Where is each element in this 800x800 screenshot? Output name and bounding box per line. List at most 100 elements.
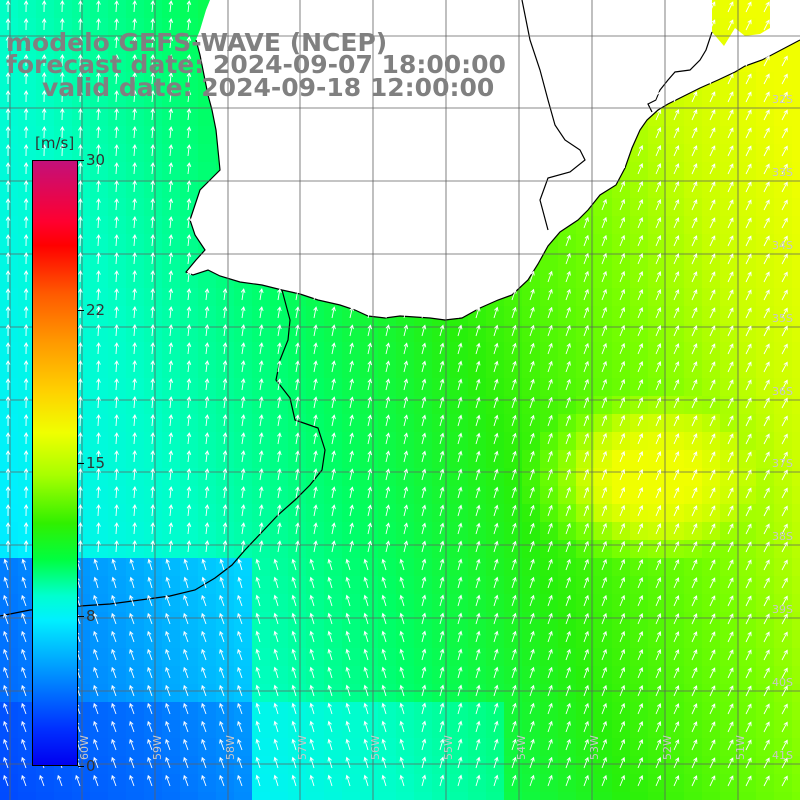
field-cell bbox=[108, 126, 127, 145]
wind-arrow bbox=[745, 541, 752, 553]
wind-arrow bbox=[727, 127, 734, 139]
field-cell bbox=[180, 504, 199, 523]
wind-arrow bbox=[421, 360, 427, 373]
wind-arrow bbox=[421, 414, 427, 427]
wind-arrow bbox=[727, 631, 734, 643]
field-cell bbox=[792, 216, 800, 235]
field-cell bbox=[180, 288, 199, 307]
wind-arrow bbox=[222, 504, 228, 517]
field-cell bbox=[108, 576, 127, 595]
field-cell bbox=[792, 396, 800, 415]
wind-arrow bbox=[309, 630, 315, 643]
wind-arrow bbox=[457, 738, 463, 751]
wind-arrow bbox=[204, 486, 210, 499]
field-cell bbox=[180, 378, 199, 397]
field-cell bbox=[324, 468, 343, 487]
wind-arrow bbox=[727, 73, 734, 85]
wind-arrow bbox=[21, 594, 27, 607]
field-cell bbox=[360, 342, 379, 361]
field-cell bbox=[306, 630, 325, 649]
wind-arrow bbox=[363, 774, 369, 787]
field-cell bbox=[162, 162, 181, 181]
field-cell bbox=[108, 0, 127, 19]
wind-arrow bbox=[165, 684, 171, 697]
wind-arrow bbox=[511, 612, 517, 625]
wind-arrow bbox=[493, 468, 499, 481]
field-cell bbox=[108, 252, 127, 271]
latitude-label: 41S bbox=[772, 749, 793, 762]
wind-arrow bbox=[421, 774, 427, 787]
field-cell bbox=[90, 180, 109, 199]
field-cell bbox=[288, 666, 307, 685]
field-cell bbox=[144, 180, 163, 199]
field-cell bbox=[108, 162, 127, 181]
wind-arrow bbox=[745, 505, 752, 517]
wind-arrow bbox=[313, 486, 318, 499]
wind-arrow bbox=[745, 397, 752, 409]
wind-arrow bbox=[309, 558, 315, 571]
wind-arrow bbox=[132, 396, 137, 409]
wind-arrow bbox=[129, 558, 135, 571]
field-cell bbox=[90, 306, 109, 325]
longitude-label: 52W bbox=[661, 735, 674, 760]
wind-arrow bbox=[385, 540, 391, 553]
wind-arrow bbox=[727, 577, 734, 589]
wind-arrow bbox=[601, 432, 607, 445]
field-cell bbox=[324, 774, 343, 793]
wind-arrow bbox=[511, 414, 517, 427]
wind-arrow bbox=[727, 343, 734, 355]
wind-arrow bbox=[493, 522, 499, 535]
field-cell bbox=[216, 486, 235, 505]
wind-arrow bbox=[421, 486, 427, 499]
wind-arrow bbox=[363, 738, 369, 751]
wind-arrow bbox=[511, 342, 517, 355]
field-cell bbox=[360, 522, 379, 541]
wind-arrow bbox=[132, 486, 137, 499]
wind-arrow bbox=[96, 18, 101, 31]
wind-arrow bbox=[421, 396, 427, 409]
field-cell bbox=[378, 342, 397, 361]
wind-arrow bbox=[385, 342, 391, 355]
wind-arrow bbox=[493, 684, 499, 697]
wind-arrow bbox=[23, 144, 29, 157]
field-cell bbox=[72, 126, 91, 145]
field-cell bbox=[126, 270, 145, 289]
wind-arrow bbox=[745, 217, 752, 229]
wind-arrow bbox=[637, 415, 644, 427]
field-cell bbox=[342, 378, 361, 397]
wind-arrow bbox=[363, 684, 369, 697]
wind-arrow bbox=[273, 666, 279, 679]
wind-arrow bbox=[3, 720, 9, 733]
wind-arrow bbox=[637, 343, 644, 355]
field-cell bbox=[0, 792, 19, 800]
wind-arrow bbox=[21, 648, 27, 661]
wind-arrow bbox=[781, 289, 788, 301]
wind-arrow bbox=[547, 432, 553, 445]
wind-arrow bbox=[727, 199, 734, 211]
wind-arrow bbox=[565, 666, 571, 679]
wind-arrow bbox=[763, 217, 770, 229]
wind-arrow bbox=[277, 396, 282, 409]
field-cell bbox=[180, 306, 199, 325]
field-cell bbox=[18, 90, 37, 109]
wind-arrow bbox=[168, 144, 174, 157]
wind-arrow bbox=[763, 505, 770, 517]
field-cell bbox=[342, 504, 361, 523]
wind-arrow bbox=[619, 594, 626, 607]
wind-arrow bbox=[78, 144, 83, 157]
wind-arrow bbox=[781, 649, 788, 661]
wind-arrow bbox=[655, 181, 662, 193]
wind-arrow bbox=[745, 199, 752, 211]
wind-arrow bbox=[493, 306, 499, 319]
wind-arrow bbox=[511, 432, 517, 445]
field-cell bbox=[18, 252, 37, 271]
field-cell bbox=[414, 702, 433, 721]
wind-arrow bbox=[439, 414, 445, 427]
wind-arrow bbox=[186, 216, 192, 229]
wind-arrow bbox=[150, 288, 156, 301]
wind-arrow bbox=[709, 217, 716, 229]
field-cell bbox=[144, 162, 163, 181]
wind-arrow bbox=[381, 720, 387, 733]
wind-arrow bbox=[511, 648, 517, 661]
wind-arrow bbox=[132, 540, 137, 553]
